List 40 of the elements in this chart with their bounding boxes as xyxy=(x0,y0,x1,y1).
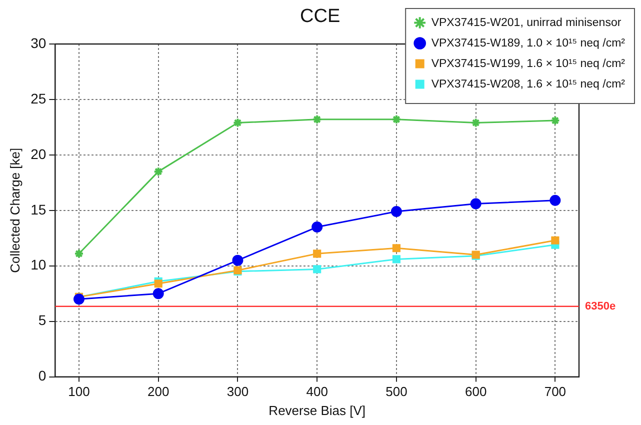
point xyxy=(470,118,481,128)
point xyxy=(313,265,322,274)
ref-line-label: 6350e xyxy=(585,300,616,312)
point xyxy=(153,166,164,177)
point xyxy=(232,118,243,128)
y-tick-label: 0 xyxy=(38,368,46,384)
legend-label: VPX37415-W201, unirrad minisensor xyxy=(431,16,622,29)
y-axis-title: Collected Charge [ke] xyxy=(7,148,22,273)
y-tick-label: 15 xyxy=(30,201,46,218)
x-tick-label: 100 xyxy=(68,384,90,400)
legend-label: VPX37415-W208, 1.6 × 10¹⁵ neq /cm² xyxy=(431,78,626,90)
x-tick-label: 300 xyxy=(226,384,249,400)
y-tick-label: 30 xyxy=(30,34,46,51)
point xyxy=(392,244,400,252)
point xyxy=(392,255,400,264)
legend-label: VPX37415-W189, 1.0 × 10¹⁵ neq /cm² xyxy=(431,37,626,50)
y-tick-label: 5 xyxy=(38,312,46,328)
x-tick-label: 600 xyxy=(464,384,487,400)
x-axis-title: Reverse Bias [V] xyxy=(268,402,366,418)
x-tick-label: 500 xyxy=(386,384,408,400)
point xyxy=(312,222,323,233)
y-tick-label: 25 xyxy=(30,90,46,106)
point xyxy=(312,114,322,124)
y-tick-label: 10 xyxy=(30,256,46,273)
point xyxy=(470,198,482,210)
chart-title: CCE xyxy=(300,6,342,28)
point xyxy=(73,294,84,305)
point xyxy=(551,236,560,244)
point xyxy=(152,288,164,300)
legend-label: VPX37415-W199, 1.6 × 10¹⁵ neq /cm² xyxy=(431,58,626,70)
x-tick-label: 700 xyxy=(544,384,566,400)
point xyxy=(390,206,402,218)
point xyxy=(550,194,561,206)
point xyxy=(154,280,162,288)
x-tick-label: 400 xyxy=(306,384,328,400)
point xyxy=(313,250,322,258)
y-tick-label: 20 xyxy=(30,146,46,162)
x-tick-label: 200 xyxy=(148,384,170,400)
point xyxy=(232,254,244,266)
point xyxy=(391,114,402,124)
